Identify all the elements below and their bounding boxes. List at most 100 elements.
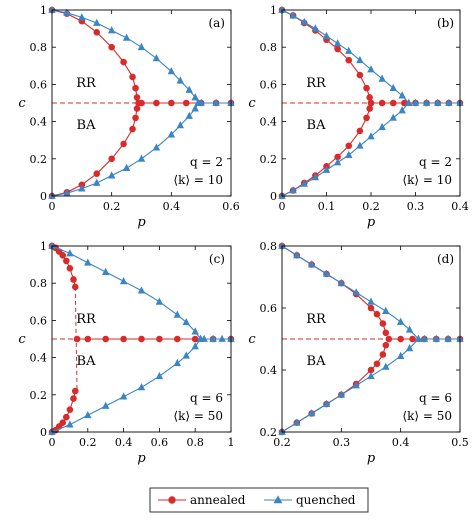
data-point-annealed xyxy=(70,395,77,402)
data-point-quenched xyxy=(137,383,146,391)
data-point-quenched xyxy=(322,269,331,277)
y-axis-label: c xyxy=(18,96,26,111)
data-point-quenched xyxy=(345,150,353,158)
parameter-annotation: ⟨k⟩ = 10 xyxy=(173,173,223,187)
x-tick-label: 0.2 xyxy=(79,436,97,449)
y-axis-label: c xyxy=(248,96,256,111)
data-point-annealed xyxy=(120,140,127,148)
data-point-quenched xyxy=(356,141,364,149)
region-label-rr: RR xyxy=(76,312,97,327)
x-tick-label: 0.2 xyxy=(273,436,291,449)
y-tick-label: 0.6 xyxy=(30,78,48,91)
data-point-quenched xyxy=(107,26,116,34)
data-point-quenched xyxy=(396,317,405,325)
parameter-annotation: q = 2 xyxy=(190,155,223,169)
data-point-annealed xyxy=(156,335,163,343)
legend-label-annealed: annealed xyxy=(190,493,246,507)
data-point-quenched xyxy=(185,111,193,119)
panel-label: (c) xyxy=(209,252,225,266)
data-point-quenched xyxy=(182,351,190,359)
data-point-quenched xyxy=(293,418,301,426)
data-point-annealed xyxy=(84,335,92,343)
data-point-annealed xyxy=(63,257,70,265)
y-tick-label: 0.2 xyxy=(30,389,48,402)
legend-label-quenched: quenched xyxy=(296,493,356,507)
data-point-quenched xyxy=(307,409,316,417)
series-line-annealed-1 xyxy=(281,345,387,433)
data-point-quenched xyxy=(311,173,320,181)
parameter-annotation: q = 2 xyxy=(419,155,452,169)
data-point-annealed xyxy=(174,335,181,343)
data-point-quenched xyxy=(293,251,301,259)
x-tick-label: 1 xyxy=(228,436,235,449)
data-point-annealed xyxy=(366,94,373,101)
panel-1: 0 0.1 0.2 0.3 0.4 0 0.2 0.4 0.6 0.8 1 p c (b) RR BA q = … xyxy=(248,4,468,230)
data-point-annealed xyxy=(66,265,74,272)
series-line-quenched-0 xyxy=(281,245,419,340)
data-point-quenched xyxy=(378,122,386,131)
data-point-quenched xyxy=(405,344,414,352)
data-point-quenched xyxy=(152,143,161,151)
y-tick-label: 0.4 xyxy=(260,364,278,377)
panel-0: 0 0.2 0.4 0.6 0 0.2 0.4 0.6 0.8 1 p c (a) RR BA q = 2 ⟨k… xyxy=(18,4,239,230)
x-axis-label: p xyxy=(137,215,146,230)
data-point-annealed xyxy=(373,360,381,368)
data-point-quenched xyxy=(167,67,176,75)
data-point-annealed xyxy=(356,127,364,135)
y-tick-label: 0.4 xyxy=(260,116,278,129)
x-tick-label: 0.4 xyxy=(163,200,181,213)
y-tick-label: 0.4 xyxy=(30,352,48,365)
y-tick-label: 0.2 xyxy=(260,426,278,439)
data-point-annealed xyxy=(108,155,115,163)
panel-label: (a) xyxy=(208,16,225,30)
panel-2: 0 0.2 0.4 0.6 0.8 1 0 0.2 0.4 0.6 0.8 1 p c (c) RR BA q =… xyxy=(18,240,235,466)
data-point-quenched xyxy=(137,154,146,162)
data-point-quenched xyxy=(107,171,116,179)
region-label-ba: BA xyxy=(77,118,97,133)
y-tick-label: 0.8 xyxy=(260,41,278,54)
y-tick-label: 0.6 xyxy=(260,78,278,91)
data-point-quenched xyxy=(167,130,176,138)
data-point-quenched xyxy=(176,121,184,129)
data-point-quenched xyxy=(398,91,406,99)
x-tick-label: 0.3 xyxy=(333,436,351,449)
x-tick-label: 0.6 xyxy=(151,436,169,449)
data-point-quenched xyxy=(389,83,397,92)
data-point-quenched xyxy=(367,297,375,305)
x-tick-label: 0.2 xyxy=(362,200,380,213)
y-tick-label: 0 xyxy=(270,190,277,203)
data-point-quenched xyxy=(398,106,406,114)
data-point-quenched xyxy=(432,334,440,342)
data-point-quenched xyxy=(78,184,86,192)
data-point-quenched xyxy=(93,18,101,26)
data-point-quenched xyxy=(445,98,453,106)
legend-box xyxy=(149,487,369,513)
data-point-quenched xyxy=(191,93,199,101)
series-line-quenched-0 xyxy=(51,9,199,104)
parameter-annotation: ⟨k⟩ = 50 xyxy=(402,409,452,423)
data-point-annealed xyxy=(363,114,370,122)
data-point-annealed xyxy=(379,351,387,358)
series-line-annealed-1 xyxy=(281,108,371,197)
data-point-annealed xyxy=(129,125,136,133)
data-point-quenched xyxy=(422,98,431,106)
parameter-annotation: q = 6 xyxy=(190,391,223,405)
x-tick-label: 0.5 xyxy=(451,436,469,449)
x-axis-label: p xyxy=(367,215,376,230)
data-point-quenched xyxy=(322,399,331,407)
x-tick-label: 0.3 xyxy=(407,200,425,213)
data-point-annealed xyxy=(389,99,397,107)
data-point-annealed xyxy=(382,341,390,349)
series-line-annealed-0 xyxy=(281,245,387,333)
data-point-annealed xyxy=(382,329,390,337)
data-point-quenched xyxy=(200,334,208,342)
data-point-quenched xyxy=(218,334,226,342)
data-point-quenched xyxy=(420,334,429,342)
data-point-quenched xyxy=(185,85,193,93)
data-point-quenched xyxy=(352,381,360,389)
data-point-annealed xyxy=(120,58,127,66)
data-point-annealed xyxy=(345,56,353,64)
x-tick-label: 0.6 xyxy=(222,200,240,213)
legend-marker-annealed xyxy=(168,496,176,504)
data-point-quenched xyxy=(84,410,92,419)
